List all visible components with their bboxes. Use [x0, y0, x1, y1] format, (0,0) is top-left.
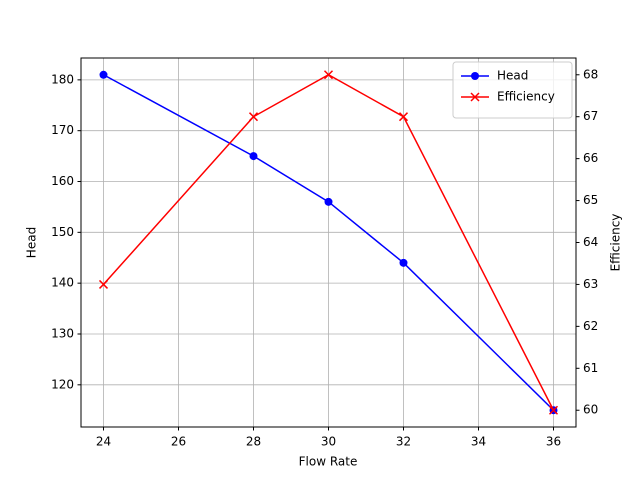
y2-axis-label: Efficiency: [609, 214, 623, 272]
y2-tick-label: 61: [583, 361, 598, 375]
y2-tick-label: 67: [583, 109, 598, 123]
x-tick-label: 30: [321, 435, 336, 449]
x-tick-label: 26: [171, 435, 186, 449]
point: [548, 405, 559, 415]
y2-tick-label: 62: [583, 319, 598, 333]
y-tick-label: 140: [51, 276, 74, 290]
point: [98, 279, 109, 289]
y-tick-label: 170: [51, 123, 74, 137]
legend: Head Efficiency: [452, 61, 573, 119]
y-tick-label: 130: [51, 326, 74, 340]
x-axis-label: Flow Rate: [299, 455, 358, 469]
y2-tick-label: 63: [583, 277, 598, 291]
legend-marker: [470, 92, 480, 102]
point: [324, 197, 333, 206]
x-tick-label: 34: [471, 435, 486, 449]
y2-tick-label: 60: [583, 403, 598, 417]
point: [99, 70, 108, 79]
y-tick-label: 180: [51, 72, 74, 86]
y-tick-label: 160: [51, 174, 74, 188]
x-tick-label: 36: [546, 435, 561, 449]
legend-marker: [471, 72, 479, 80]
point: [249, 152, 258, 161]
x-tick-label: 28: [246, 435, 261, 449]
y-axis-label: Head: [25, 227, 39, 258]
y2-tick-label: 66: [583, 151, 598, 165]
y-tick-label: 150: [51, 225, 74, 239]
x-tick-label: 32: [396, 435, 411, 449]
point: [398, 112, 409, 122]
grid: [81, 58, 576, 427]
legend-label: Efficiency: [497, 90, 555, 104]
legend-label: Head: [497, 69, 528, 83]
point: [323, 70, 334, 80]
y2-tick-label: 65: [583, 193, 598, 207]
point: [248, 112, 259, 122]
plot-area: [98, 70, 559, 415]
y2-tick-label: 68: [583, 67, 598, 81]
y-tick-label: 120: [51, 377, 74, 391]
y2-tick-label: 64: [583, 235, 598, 249]
point: [399, 258, 408, 267]
x-tick-label: 24: [96, 435, 111, 449]
